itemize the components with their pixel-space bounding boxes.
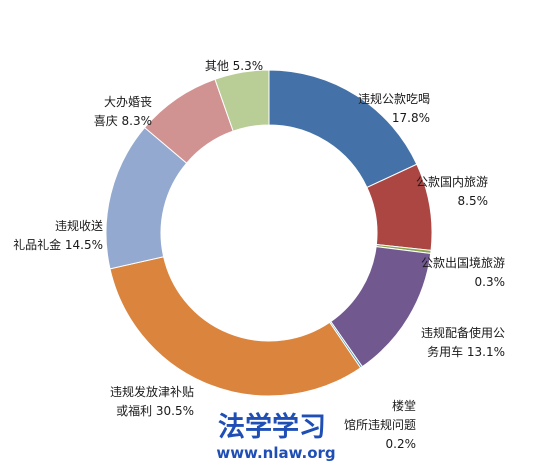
slice-label-line: 违规收送 [55, 218, 103, 233]
slice-label-line: 违规发放津补贴 [110, 384, 194, 399]
slice-label-0: 违规公款吃喝 17.8% [358, 91, 430, 125]
slice-label-6: 违规收送礼品礼金 14.5% [13, 218, 103, 252]
donut-slice-5 [109, 256, 362, 397]
slice-label-line: 公款国内旅游 [416, 175, 488, 189]
slice-label-line: 喜庆 8.3% [94, 114, 152, 128]
watermark-title: 法学学习 [218, 411, 326, 443]
slice-label-line: 其他 5.3% [205, 59, 263, 73]
slice-label-line: 礼品礼金 14.5% [13, 237, 103, 252]
donut-slice-0 [268, 69, 418, 189]
slice-label-line: 8.5% [458, 194, 489, 208]
slice-label-line: 务用车 13.1% [427, 344, 505, 359]
slice-label-line: 违规配备使用公 [421, 325, 505, 340]
slice-label-line: 馆所违规问题 [344, 417, 416, 432]
slice-label-line: 0.3% [475, 275, 506, 289]
slice-label-1: 公款国内旅游 8.5% [416, 175, 488, 208]
slice-label-8: 其他 5.3% [205, 59, 263, 73]
donut-slices [105, 69, 433, 397]
donut-slice-8 [214, 69, 270, 132]
slice-label-3: 违规配备使用公务用车 13.1% [421, 325, 505, 359]
slice-label-5: 违规发放津补贴或福利 30.5% [110, 384, 194, 418]
slice-label-line: 17.8% [392, 111, 430, 125]
slice-label-line: 0.2% [386, 437, 417, 451]
slice-label-4: 楼堂馆所违规问题 0.2% [344, 398, 416, 451]
watermark: 法学学习 www.nlaw.org [216, 411, 335, 462]
slice-label-line: 楼堂 [392, 398, 416, 413]
slice-labels: 违规公款吃喝 17.8% 公款国内旅游 8.5% 公款出国境旅游 0.3% 违规配备使用公务… [13, 59, 505, 451]
slice-label-2: 公款出国境旅游 0.3% [421, 255, 505, 289]
watermark-url: www.nlaw.org [216, 444, 335, 462]
slice-label-line: 大办婚丧 [104, 94, 152, 109]
slice-label-line: 或福利 30.5% [116, 403, 194, 418]
slice-label-7: 大办婚丧喜庆 8.3% [94, 94, 152, 128]
slice-label-line: 违规公款吃喝 [358, 91, 430, 106]
slice-label-line: 公款出国境旅游 [421, 255, 505, 270]
